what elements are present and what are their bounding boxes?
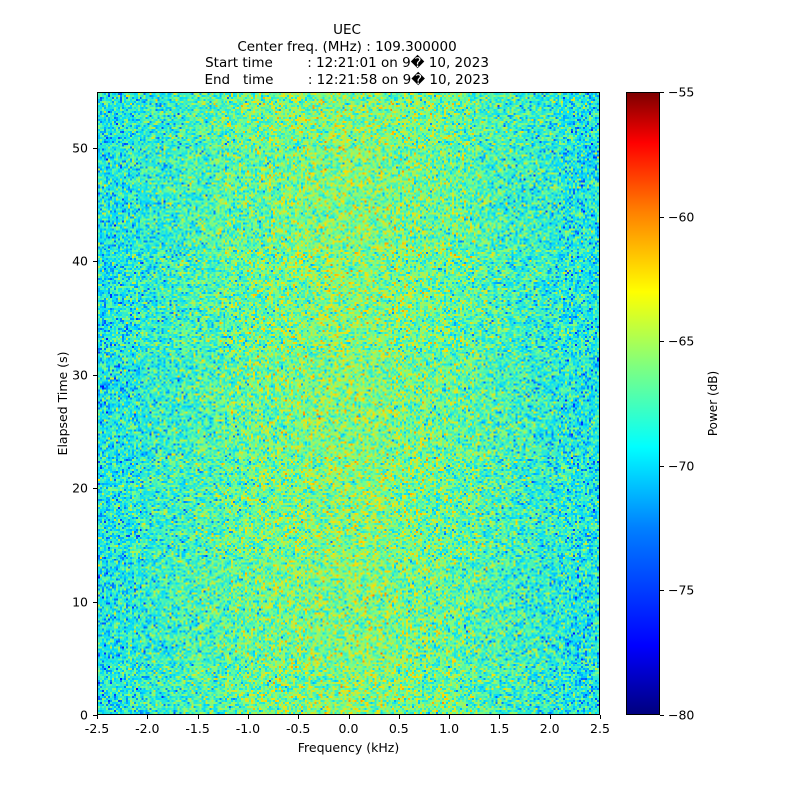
y-tick <box>93 715 97 716</box>
x-tick-label: -1.5 <box>185 721 210 736</box>
colorbar-tick <box>660 715 664 716</box>
y-tick-label: 10 <box>72 594 88 610</box>
colorbar-tick-label: −60 <box>668 209 695 225</box>
title-line-start-time: Start time : 12:21:01 on 9� 10, 2023 <box>205 55 489 72</box>
colorbar-tick <box>660 465 664 467</box>
x-tick-label: 2.5 <box>590 721 610 736</box>
x-tick <box>600 715 601 719</box>
y-tick-label: 30 <box>72 367 88 383</box>
x-tick-label: -2.0 <box>135 721 160 736</box>
x-tick <box>197 715 199 719</box>
x-tick-label: 2.0 <box>539 721 560 736</box>
figure-title: UEC Center freq. (MHz) : 109.300000 Star… <box>0 22 694 88</box>
x-tick <box>247 715 249 719</box>
y-tick-label: 40 <box>72 253 88 269</box>
title-line-center-freq: Center freq. (MHz) : 109.300000 <box>237 38 457 55</box>
x-tick-label: 1.0 <box>439 721 460 736</box>
colorbar-tick <box>660 216 664 218</box>
x-tick-label: 0.0 <box>338 721 359 736</box>
colorbar-tick-label: −65 <box>668 333 695 349</box>
x-tick <box>97 715 98 719</box>
x-tick-label: 0.5 <box>388 721 409 736</box>
x-tick <box>348 715 350 719</box>
y-axis-label: Elapsed Time (s) <box>55 351 70 456</box>
colorbar-tick <box>660 341 664 343</box>
x-tick <box>147 715 149 719</box>
x-tick-label: -2.5 <box>84 721 110 736</box>
y-tick-label: 0 <box>80 707 88 723</box>
x-axis-label: Frequency (kHz) <box>297 740 400 755</box>
x-tick-label: -0.5 <box>285 721 311 736</box>
x-tick <box>449 715 451 719</box>
y-tick <box>93 488 97 490</box>
colorbar-tick <box>660 92 664 93</box>
y-tick <box>93 261 97 263</box>
colorbar-tick-label: −70 <box>668 458 695 474</box>
colorbar-tick <box>660 590 664 592</box>
title-line-station: UEC <box>333 22 361 38</box>
x-tick <box>298 715 300 719</box>
colorbar-tick-label: −75 <box>668 582 695 598</box>
colorbar[interactable] <box>626 92 660 715</box>
colorbar-tick-label: −80 <box>668 707 695 723</box>
x-tick-label: 1.5 <box>489 721 510 736</box>
colorbar-label: Power (dB) <box>706 370 720 437</box>
y-tick <box>93 601 97 603</box>
x-tick <box>499 715 501 719</box>
y-tick <box>93 374 97 376</box>
y-tick-label: 20 <box>72 480 88 496</box>
y-tick <box>93 147 97 149</box>
y-tick-label: 50 <box>72 140 88 156</box>
spectrogram-axes[interactable] <box>97 92 600 715</box>
title-line-end-time: End time : 12:21:58 on 9� 10, 2023 <box>204 71 490 88</box>
spectrogram-image <box>98 93 599 714</box>
x-tick <box>549 715 551 719</box>
colorbar-tick-label: −55 <box>668 84 695 100</box>
x-tick-label: -1.0 <box>235 721 261 736</box>
x-tick <box>398 715 400 719</box>
